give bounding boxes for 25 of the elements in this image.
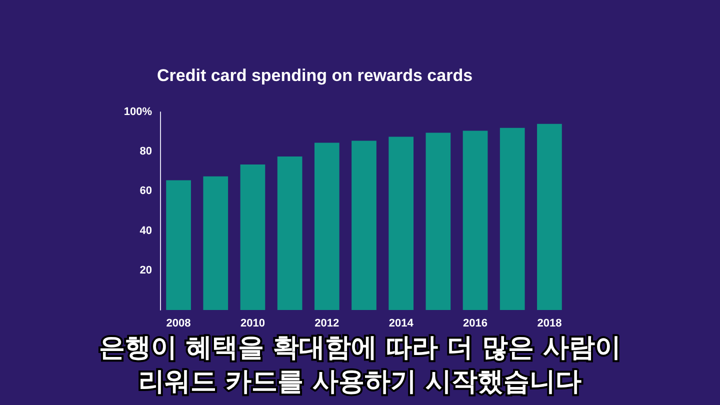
bar: [314, 142, 340, 310]
bar: [462, 130, 488, 310]
bar: [203, 176, 228, 310]
bar: [277, 156, 302, 310]
bar: [388, 136, 414, 310]
x-tick-label: 2008: [166, 318, 191, 330]
bar: [537, 124, 562, 310]
x-tick-label: 2012: [314, 318, 340, 330]
x-tick-label: 2010: [240, 318, 265, 330]
bar: [426, 132, 451, 310]
bar: [166, 180, 191, 310]
y-tick-label: 100%: [124, 106, 152, 118]
y-tick-label: 80: [140, 146, 152, 158]
x-tick-label: 2018: [537, 318, 562, 330]
chart-title: Credit card spending on rewards cards: [157, 66, 473, 85]
x-tick-label: 2014: [388, 318, 414, 330]
bar: [352, 140, 376, 310]
x-tick-label: 2016: [463, 318, 488, 330]
text: 리워드 카드를 사용하기 시작했습니다: [138, 367, 582, 397]
bar: [500, 128, 525, 310]
y-tick-label: 20: [140, 264, 152, 276]
y-tick-label: 60: [140, 185, 152, 198]
y-tick-label: 40: [140, 224, 152, 237]
bar: [240, 164, 266, 310]
text: 은행이 혜택을 확대함에 따라 더 많은 사람이: [98, 333, 622, 363]
